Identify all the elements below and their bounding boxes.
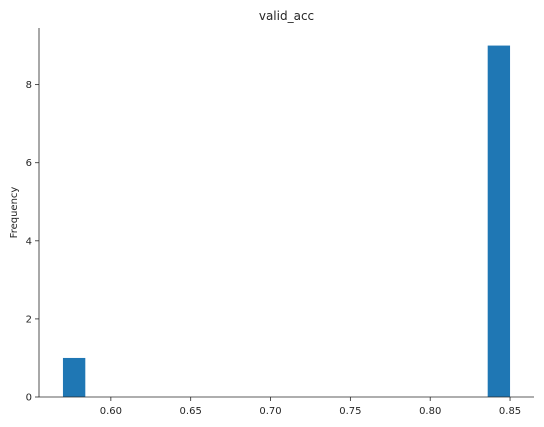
x-tick-label: 0.75 xyxy=(339,406,361,417)
y-axis-label: Frequency xyxy=(9,187,20,239)
y-tick-label: 8 xyxy=(26,80,32,91)
chart-title: valid_acc xyxy=(259,9,314,23)
x-tick-label: 0.65 xyxy=(180,406,202,417)
y-tick-label: 0 xyxy=(26,393,32,404)
x-tick-label: 0.80 xyxy=(419,406,441,417)
x-axis-ticks: 0.60 0.65 0.70 0.75 0.80 0.85 xyxy=(100,397,521,417)
y-tick-label: 6 xyxy=(26,158,32,169)
x-tick-label: 0.85 xyxy=(499,406,521,417)
x-tick-label: 0.70 xyxy=(259,406,281,417)
bars-layer xyxy=(62,45,511,397)
y-tick-label: 2 xyxy=(26,314,32,325)
x-tick-label: 0.60 xyxy=(100,406,122,417)
y-tick-label: 4 xyxy=(26,236,32,247)
histogram-bar-0 xyxy=(62,357,86,397)
y-axis-ticks: 0 2 4 6 8 xyxy=(26,80,39,404)
histogram-bar-1 xyxy=(487,45,511,397)
